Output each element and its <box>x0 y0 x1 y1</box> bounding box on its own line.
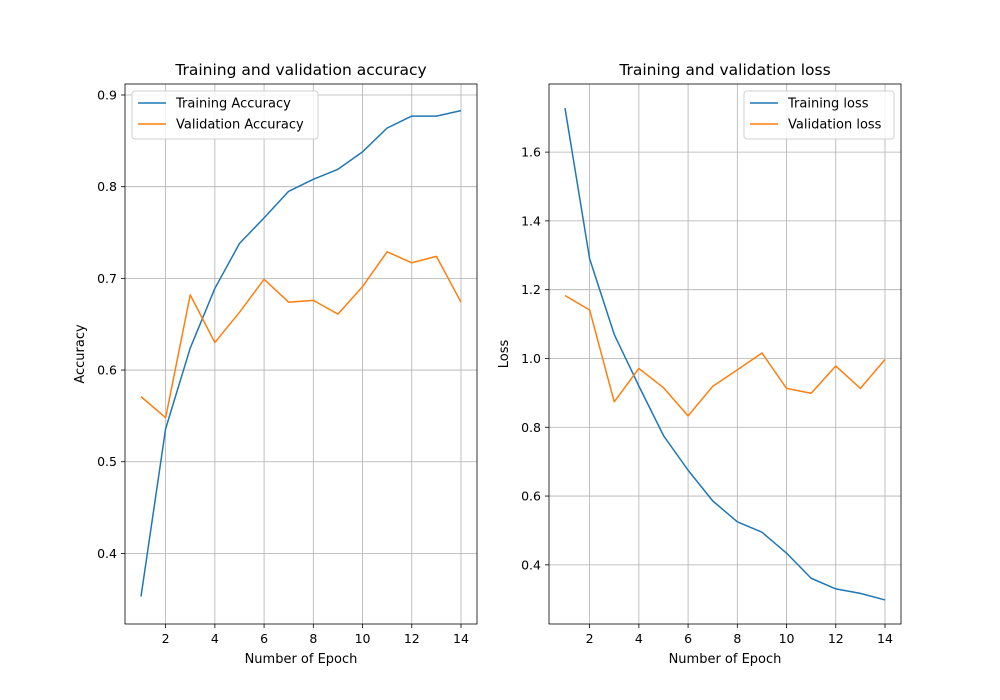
legend: Training Accuracy Validation Accuracy <box>131 90 319 140</box>
y-tick-label: 1.6 <box>521 145 541 160</box>
grid <box>549 84 901 624</box>
series-line-1 <box>140 109 462 597</box>
x-tick-label: 12 <box>828 631 844 646</box>
y-axis-label: Loss <box>497 340 512 369</box>
y-tick-label: 1.0 <box>521 351 541 366</box>
y-tick-label: 0.6 <box>521 489 541 504</box>
y-tick-label: 0.9 <box>97 88 117 103</box>
y-tick-label: 1.2 <box>521 282 541 297</box>
legend-entry: Validation loss <box>788 118 882 133</box>
legend-entry: Training loss <box>787 97 869 112</box>
x-tick-label: 2 <box>162 631 170 646</box>
y-tick-label: 1.4 <box>521 213 541 228</box>
x-tick-label: 10 <box>779 631 795 646</box>
x-tick-label: 6 <box>260 631 268 646</box>
y-tick-label: 0.4 <box>521 557 541 572</box>
series-line-1 <box>564 107 886 601</box>
chart-title: Training and validation accuracy <box>174 61 426 79</box>
y-tick-label: 0.8 <box>521 420 541 435</box>
x-tick-label: 14 <box>453 631 469 646</box>
series-line-2 <box>140 251 462 419</box>
y-tick-label: 0.8 <box>97 179 117 194</box>
x-tick-label: 6 <box>684 631 692 646</box>
x-tick-label: 4 <box>635 631 643 646</box>
legend-entry: Training Accuracy <box>175 97 291 112</box>
legend-box <box>743 90 895 140</box>
y-tick-label: 0.4 <box>97 546 117 561</box>
x-tick-label: 12 <box>404 631 420 646</box>
x-tick-label: 2 <box>586 631 594 646</box>
y-tick-label: 0.7 <box>97 271 117 286</box>
x-tick-label: 10 <box>355 631 371 646</box>
axes-frame <box>124 83 478 625</box>
x-tick-label: 4 <box>211 631 219 646</box>
chart-title: Training and validation loss <box>618 61 830 79</box>
chart-panel-1: 2 4 6 8 10 12 14 0.4 0.5 0.6 0.7 0.8 0.9 Training and… <box>73 61 478 667</box>
legend-entry: Validation Accuracy <box>176 118 304 133</box>
axes-frame <box>548 83 902 625</box>
x-axis-label: Number of Epoch <box>669 652 782 667</box>
chart-panel-2: 2 4 6 8 10 12 14 0.4 0.6 0.8 1.0 1.2 1.4 1.6 Training … <box>497 61 902 667</box>
legend: Training loss Validation loss <box>743 90 895 140</box>
series-line-2 <box>564 294 886 417</box>
y-tick-label: 0.5 <box>97 454 117 469</box>
y-tick-label: 0.6 <box>97 363 117 378</box>
x-tick-label: 14 <box>877 631 893 646</box>
x-tick-label: 8 <box>733 631 741 646</box>
legend-box <box>131 90 319 140</box>
y-axis-label: Accuracy <box>73 324 88 384</box>
x-axis-label: Number of Epoch <box>245 652 358 667</box>
x-tick-label: 8 <box>309 631 317 646</box>
